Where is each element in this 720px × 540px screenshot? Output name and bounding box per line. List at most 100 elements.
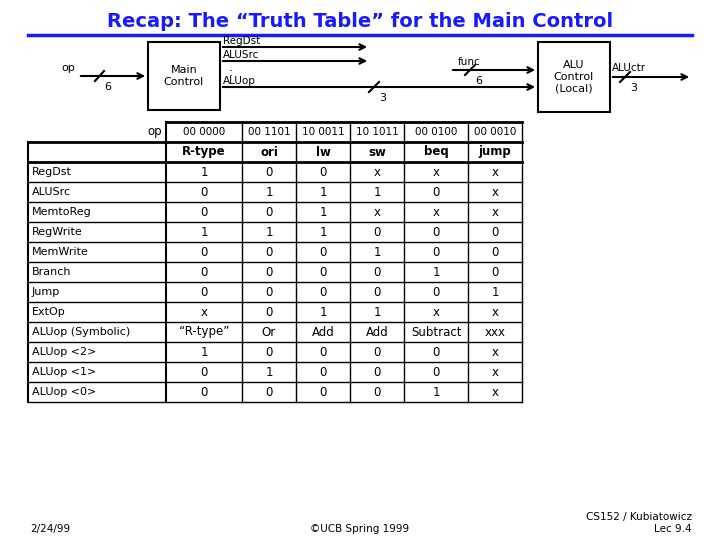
Text: ALU
Control
(Local): ALU Control (Local) <box>554 60 594 93</box>
Text: 00 0100: 00 0100 <box>415 127 457 137</box>
Text: 1: 1 <box>200 346 208 359</box>
Text: Branch: Branch <box>32 267 71 277</box>
Text: Subtract: Subtract <box>410 326 462 339</box>
Text: 00 1101: 00 1101 <box>248 127 290 137</box>
Text: 0: 0 <box>319 266 327 279</box>
Text: 0: 0 <box>373 226 381 239</box>
Text: Recap: The “Truth Table” for the Main Control: Recap: The “Truth Table” for the Main Co… <box>107 12 613 31</box>
Text: x: x <box>492 306 498 319</box>
Text: x: x <box>374 165 380 179</box>
Text: x: x <box>433 165 439 179</box>
Text: x: x <box>433 306 439 319</box>
Text: 0: 0 <box>432 286 440 299</box>
Text: x: x <box>433 206 439 219</box>
Text: 0: 0 <box>265 206 273 219</box>
Text: 0: 0 <box>373 366 381 379</box>
Text: op: op <box>148 125 162 138</box>
Text: 1: 1 <box>200 226 208 239</box>
Text: lw: lw <box>315 145 330 159</box>
Text: 1: 1 <box>373 306 381 319</box>
Text: 2/24/99: 2/24/99 <box>30 524 70 534</box>
Text: 0: 0 <box>319 246 327 259</box>
Text: ALUSrc: ALUSrc <box>32 187 71 197</box>
Bar <box>538 42 610 112</box>
Text: ALUop <1>: ALUop <1> <box>32 367 96 377</box>
Text: xxx: xxx <box>485 326 505 339</box>
Text: Main
Control: Main Control <box>164 65 204 87</box>
Text: RegDst: RegDst <box>223 36 260 46</box>
Text: 1: 1 <box>265 226 273 239</box>
Text: 0: 0 <box>373 286 381 299</box>
Text: 3: 3 <box>379 93 386 103</box>
Text: 0: 0 <box>265 266 273 279</box>
Text: ALUop <0>: ALUop <0> <box>32 387 96 397</box>
Text: 10 1011: 10 1011 <box>356 127 398 137</box>
Text: 0: 0 <box>491 226 499 239</box>
Text: 0: 0 <box>319 346 327 359</box>
Text: MemWrite: MemWrite <box>32 247 89 257</box>
Text: 0: 0 <box>200 266 207 279</box>
Text: 0: 0 <box>432 366 440 379</box>
Text: jump: jump <box>479 145 511 159</box>
Text: op: op <box>61 63 75 73</box>
Text: sw: sw <box>368 145 386 159</box>
Text: 6: 6 <box>475 76 482 86</box>
Text: 0: 0 <box>265 346 273 359</box>
Text: 1: 1 <box>265 186 273 199</box>
Text: 1: 1 <box>432 386 440 399</box>
Text: 6: 6 <box>104 82 111 92</box>
Text: 0: 0 <box>200 206 207 219</box>
Text: 1: 1 <box>373 186 381 199</box>
Text: 0: 0 <box>373 346 381 359</box>
Text: 0: 0 <box>265 246 273 259</box>
Text: 1: 1 <box>265 366 273 379</box>
Text: x: x <box>492 206 498 219</box>
Text: x: x <box>492 386 498 399</box>
Text: Add: Add <box>366 326 388 339</box>
Text: 1: 1 <box>200 165 208 179</box>
Text: R-type: R-type <box>182 145 226 159</box>
Bar <box>148 42 220 110</box>
Text: 0: 0 <box>200 386 207 399</box>
Text: CS152 / Kubiatowicz
Lec 9.4: CS152 / Kubiatowicz Lec 9.4 <box>586 512 692 534</box>
Text: 3: 3 <box>630 83 637 93</box>
Text: 1: 1 <box>319 206 327 219</box>
Text: 1: 1 <box>319 186 327 199</box>
Text: 0: 0 <box>432 346 440 359</box>
Text: 0: 0 <box>319 366 327 379</box>
Text: 0: 0 <box>373 266 381 279</box>
Text: 00 0000: 00 0000 <box>183 127 225 137</box>
Text: 1: 1 <box>319 306 327 319</box>
Text: 1: 1 <box>319 226 327 239</box>
Text: Jump: Jump <box>32 287 60 297</box>
Text: 0: 0 <box>491 266 499 279</box>
Text: MemtoReg: MemtoReg <box>32 207 91 217</box>
Text: 0: 0 <box>491 246 499 259</box>
Text: 0: 0 <box>265 386 273 399</box>
Text: Add: Add <box>312 326 334 339</box>
Text: ALUSrc: ALUSrc <box>223 50 259 60</box>
Text: 0: 0 <box>432 246 440 259</box>
Text: 0: 0 <box>432 186 440 199</box>
Text: 0: 0 <box>265 286 273 299</box>
Text: Or: Or <box>262 326 276 339</box>
Text: 1: 1 <box>432 266 440 279</box>
Text: x: x <box>200 306 207 319</box>
Text: 0: 0 <box>265 165 273 179</box>
Text: 0: 0 <box>373 386 381 399</box>
Text: :: : <box>228 66 233 79</box>
Text: 1: 1 <box>373 246 381 259</box>
Text: x: x <box>492 366 498 379</box>
Text: 0: 0 <box>319 165 327 179</box>
Text: 0: 0 <box>200 246 207 259</box>
Text: 1: 1 <box>491 286 499 299</box>
Text: ExtOp: ExtOp <box>32 307 66 317</box>
Text: x: x <box>492 346 498 359</box>
Text: beq: beq <box>423 145 449 159</box>
Text: RegDst: RegDst <box>32 167 72 177</box>
Text: 0: 0 <box>319 386 327 399</box>
Text: “R-type”: “R-type” <box>179 326 229 339</box>
Text: 0: 0 <box>200 286 207 299</box>
Text: 0: 0 <box>319 286 327 299</box>
Text: 10 0011: 10 0011 <box>302 127 344 137</box>
